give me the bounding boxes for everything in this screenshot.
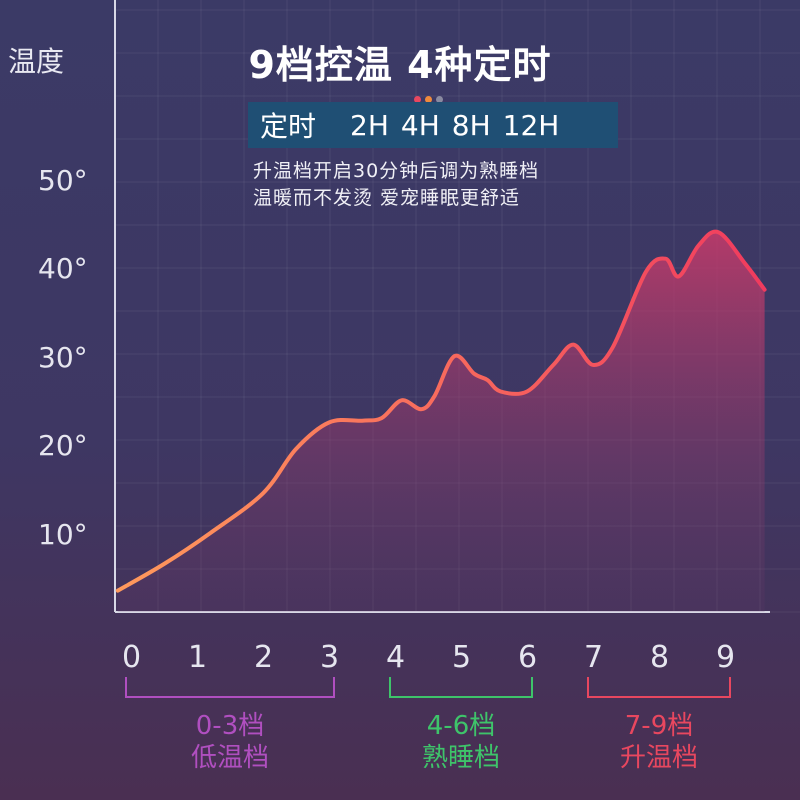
range-label: 0-3档 低温档 [126,710,334,774]
x-tick-label: 4 [386,640,406,675]
timer-option-4h: 4H [400,108,440,142]
x-tick-label: 0 [122,640,142,675]
range-label: 7-9档 升温档 [588,710,730,774]
x-tick-label: 3 [320,640,340,675]
indicator-dot-1 [414,96,421,103]
y-tick-label: 30° [38,340,88,374]
y-tick-label: 10° [38,517,88,551]
x-tick-label: 7 [584,640,604,675]
x-tick-label: 1 [188,640,208,675]
timer-options: 2H 4H 8H 12H [350,109,559,142]
y-tick-label: 50° [38,163,88,197]
range-brackets [125,677,731,698]
x-tick-label: 5 [452,640,472,675]
range-bracket [125,677,335,698]
timer-option-12h: 12H [502,108,560,142]
description-line-1: 升温档开启30分钟后调为熟睡档 [253,160,540,182]
y-tick-label: 40° [38,252,88,285]
timer-option-2h: 2H [350,108,389,142]
temperature-line [115,229,767,593]
indicator-dots [414,88,447,107]
x-tick-label: 9 [716,640,736,675]
page-title: 9档控温 4种定时 [248,43,552,87]
description: 升温档开启30分钟后调为熟睡档 温暖而不发烫 爱宠睡眠更舒适 [253,158,539,212]
range-label-top: 0-3档 [195,711,265,741]
timer-banner: 定时 2H 4H 8H 12H [248,102,618,148]
x-tick-label: 8 [650,640,670,675]
range-label-bottom: 升温档 [619,743,698,773]
range-label: 4-6档 熟睡档 [390,710,532,774]
range-label-bottom: 熟睡档 [421,743,500,773]
description-line-2: 温暖而不发烫 爱宠睡眠更舒适 [253,187,521,209]
range-bracket [587,677,731,698]
x-tick-label: 2 [254,640,274,675]
temperature-area [117,231,765,612]
timer-option-8h: 8H [451,108,491,142]
range-label-top: 7-9档 [624,711,694,741]
indicator-dot-3 [436,96,443,103]
range-label-top: 4-6档 [426,711,496,741]
y-axis-label: 温度 [8,45,65,78]
range-label-bottom: 低温档 [190,743,269,773]
y-tick-label: 20° [38,429,88,462]
range-bracket [389,677,533,698]
x-tick-label: 6 [518,640,538,675]
timer-label: 定时 [260,110,317,143]
indicator-dot-2 [425,96,432,103]
